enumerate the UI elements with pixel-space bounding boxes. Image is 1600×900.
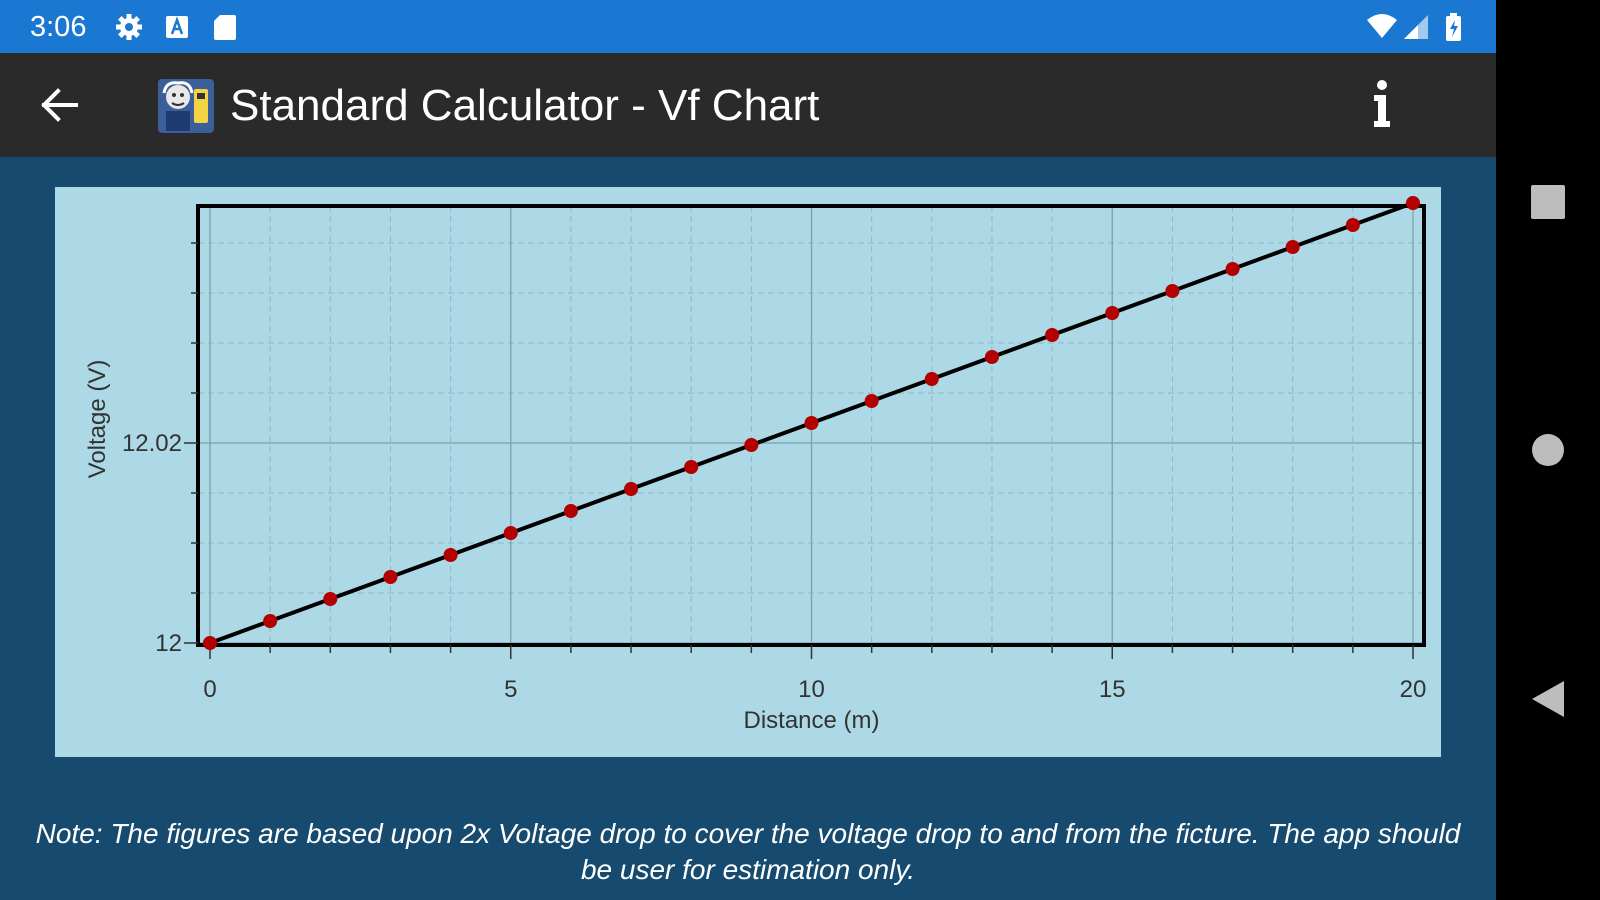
data-point [503, 526, 518, 540]
x-tick-label: 5 [504, 676, 517, 703]
arrow-left-icon [41, 88, 78, 122]
app-screen: 3:06 [0, 0, 1496, 900]
data-point [563, 504, 578, 518]
data-point [864, 394, 879, 408]
data-point [1345, 218, 1360, 232]
chart-card: 0 5 10 15 20 12 12.02 Distance (m) Voltage (V) [55, 187, 1441, 757]
x-tick-label: 15 [1099, 676, 1126, 703]
recents-button[interactable] [1518, 172, 1578, 232]
home-button[interactable] [1518, 420, 1578, 480]
y-tick-label: 12 [155, 630, 182, 657]
data-point [443, 548, 458, 562]
data-point [924, 372, 939, 386]
signal-icon [1402, 12, 1432, 42]
data-point [1165, 284, 1180, 298]
status-bar: 3:06 [0, 0, 1496, 53]
wifi-icon [1365, 12, 1397, 42]
data-point [263, 614, 278, 628]
note-text: Note: The figures are based upon 2x Volt… [35, 818, 1461, 885]
x-axis-label: Distance (m) [743, 707, 879, 734]
data-point [383, 570, 398, 584]
data-point [744, 438, 759, 452]
page-title: Standard Calculator - Vf Chart [230, 81, 820, 130]
info-icon [1374, 80, 1390, 127]
data-point [1406, 196, 1420, 210]
system-back-button[interactable] [1518, 669, 1578, 729]
status-time: 3:06 [30, 11, 87, 43]
battery-icon [1442, 12, 1472, 42]
recents-square-icon [1531, 185, 1565, 219]
settings-icon [114, 12, 144, 42]
data-point [804, 416, 819, 430]
sd-card-icon [210, 12, 240, 42]
back-triangle-icon [1532, 681, 1564, 717]
data-point [1105, 306, 1120, 320]
y-tick-label: 12.02 [122, 430, 182, 457]
x-tick-label: 20 [1400, 676, 1427, 703]
info-button[interactable] [1352, 75, 1412, 135]
data-point [203, 636, 217, 650]
data-point [684, 460, 699, 474]
x-tick-label: 0 [203, 676, 216, 703]
data-point [323, 592, 338, 606]
data-point [1285, 240, 1300, 254]
data-point [1225, 262, 1240, 276]
voltage-chart: 0 5 10 15 20 12 12.02 Distance (m) Voltage (V) [84, 196, 1427, 734]
navigation-bar [1496, 0, 1600, 900]
x-tick-label: 10 [798, 676, 825, 703]
home-circle-icon [1532, 434, 1564, 466]
data-point [984, 350, 999, 364]
data-point [1045, 328, 1060, 342]
y-axis-label: Voltage (V) [84, 360, 111, 479]
data-point [624, 482, 639, 496]
back-button[interactable] [30, 75, 90, 135]
app-logo [158, 79, 214, 133]
a-badge-icon [163, 12, 193, 42]
app-bar: Standard Calculator - Vf Chart [0, 53, 1496, 157]
